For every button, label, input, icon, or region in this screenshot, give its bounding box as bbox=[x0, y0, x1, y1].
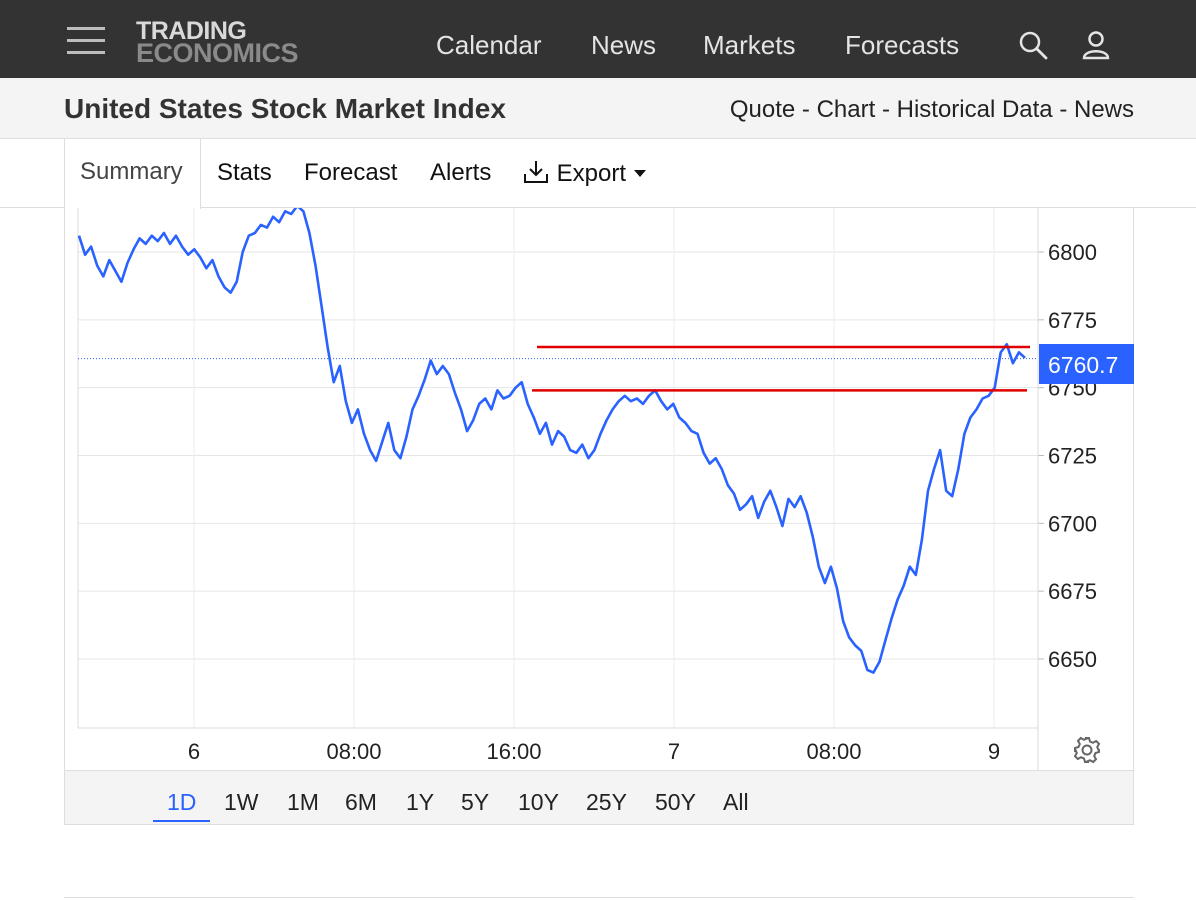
chart-card: 6650 6675 6700 6725 6750 6775 6800 6 08:00 16:00 7… bbox=[64, 208, 1134, 825]
y-tick-label: 6725 bbox=[1048, 444, 1097, 469]
range-all[interactable]: All bbox=[723, 789, 749, 815]
y-tick-label: 6700 bbox=[1048, 511, 1097, 536]
x-tick-label: 6 bbox=[188, 739, 200, 764]
logo[interactable]: TRADING ECONOMICS bbox=[136, 17, 299, 68]
range-1y[interactable]: 1Y bbox=[406, 789, 435, 815]
tab-alerts[interactable]: Alerts bbox=[430, 159, 492, 186]
range-50y[interactable]: 50Y bbox=[655, 789, 696, 815]
caret-down-icon bbox=[633, 170, 646, 177]
chart-tabs: Summary Stats Forecast Alerts Export bbox=[0, 139, 1196, 209]
logo-line-1: TRADING bbox=[136, 17, 247, 45]
search-icon[interactable] bbox=[1018, 30, 1048, 60]
range-1w[interactable]: 1W bbox=[224, 789, 259, 815]
tab-forecast[interactable]: Forecast bbox=[304, 159, 398, 186]
link-separator: - bbox=[795, 96, 817, 123]
settings-gear-icon[interactable] bbox=[1073, 736, 1101, 764]
x-tick-label: 7 bbox=[668, 739, 680, 764]
link-separator: - bbox=[875, 96, 897, 123]
link-chart[interactable]: Chart bbox=[816, 96, 876, 123]
link-historical-data[interactable]: Historical Data bbox=[896, 96, 1053, 123]
x-tick-label: 16:00 bbox=[486, 739, 541, 764]
y-tick-label: 6675 bbox=[1048, 579, 1097, 604]
y-tick-label: 6650 bbox=[1048, 647, 1097, 672]
nav-calendar[interactable]: Calendar bbox=[436, 30, 542, 60]
title-bar: United States Stock Market Index Quote -… bbox=[0, 78, 1196, 139]
hamburger-menu-icon[interactable] bbox=[67, 27, 105, 57]
y-tick-label: 6775 bbox=[1048, 308, 1097, 333]
logo-line-2: ECONOMICS bbox=[136, 38, 299, 68]
link-news[interactable]: News bbox=[1073, 96, 1134, 123]
selected-range-indicator bbox=[153, 820, 210, 822]
section-divider bbox=[64, 897, 1134, 898]
range-25y[interactable]: 25Y bbox=[586, 789, 627, 815]
nav-markets[interactable]: Markets bbox=[703, 30, 796, 60]
range-5y[interactable]: 5Y bbox=[461, 789, 490, 815]
download-icon bbox=[524, 161, 548, 183]
nav-news[interactable]: News bbox=[591, 30, 657, 60]
x-tick-label: 08:00 bbox=[326, 739, 381, 764]
range-selector: 1D 1W 1M 6M 1Y 5Y 10Y 25Y 50Y All bbox=[65, 770, 1133, 824]
x-tick-label: 08:00 bbox=[806, 739, 861, 764]
quick-links: Quote - Chart - Historical Data - News bbox=[730, 96, 1134, 124]
nav-forecasts[interactable]: Forecasts bbox=[845, 30, 960, 60]
top-navbar: TRADING ECONOMICS Calendar News Markets … bbox=[0, 0, 1196, 78]
range-1d[interactable]: 1D bbox=[167, 789, 197, 815]
tab-export[interactable]: Export bbox=[522, 159, 647, 188]
range-6m[interactable]: 6M bbox=[345, 789, 377, 815]
range-10y[interactable]: 10Y bbox=[518, 789, 559, 815]
tab-summary[interactable]: Summary bbox=[64, 139, 201, 209]
current-price-label: 6760.7 bbox=[1039, 344, 1134, 384]
tab-stats[interactable]: Stats bbox=[217, 159, 272, 186]
x-tick-label: 9 bbox=[988, 739, 1000, 764]
user-icon[interactable] bbox=[1081, 30, 1111, 60]
y-tick-label: 6800 bbox=[1048, 240, 1097, 265]
link-separator: - bbox=[1052, 96, 1074, 123]
export-label: Export bbox=[556, 160, 627, 187]
price-series-line bbox=[77, 208, 1026, 674]
link-quote[interactable]: Quote bbox=[729, 96, 796, 123]
page-title: United States Stock Market Index bbox=[64, 93, 506, 124]
range-1m[interactable]: 1M bbox=[287, 789, 319, 815]
